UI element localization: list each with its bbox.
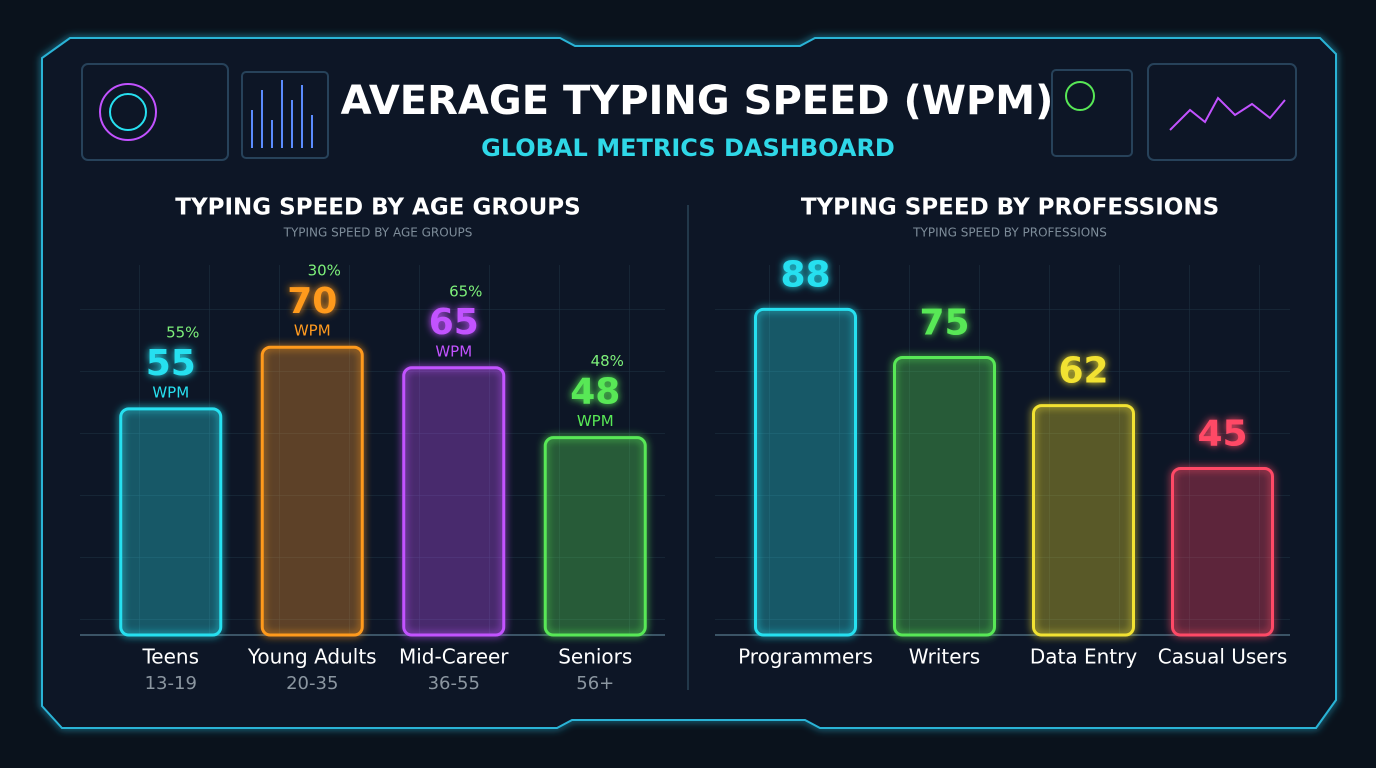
unit-label: WPM: [435, 342, 472, 360]
bar: [754, 307, 857, 637]
category-label: Writers: [909, 645, 980, 669]
value-label: 55: [146, 343, 196, 384]
bar: [260, 345, 364, 637]
category-label: Young Adults: [247, 645, 377, 669]
category-detail: 13-19: [145, 673, 197, 694]
category-detail: 36-55: [428, 673, 480, 694]
bar: [402, 366, 506, 637]
bar: [1171, 467, 1274, 637]
value-label: 70: [287, 281, 337, 322]
chart-title: TYPING SPEED BY PROFESSIONS: [801, 195, 1219, 221]
bar: [893, 356, 996, 637]
page-title: AVERAGE TYPING SPEED (WPM): [341, 78, 1054, 124]
bar: [119, 407, 223, 637]
page-subtitle: GLOBAL METRICS DASHBOARD: [481, 134, 895, 162]
chart-subtitle: TYPING SPEED BY AGE GROUPS: [283, 226, 473, 240]
bar: [543, 436, 647, 637]
category-label: Casual Users: [1158, 645, 1288, 669]
category-detail: 20-35: [286, 673, 338, 694]
chart-subtitle: TYPING SPEED BY PROFESSIONS: [912, 226, 1107, 240]
category-label: Mid-Career: [399, 645, 509, 669]
category-label: Data Entry: [1030, 645, 1137, 669]
category-label: Programmers: [738, 645, 873, 669]
growth-annotation: 30%: [308, 262, 341, 280]
value-label: 75: [919, 303, 969, 344]
value-label: 48: [570, 372, 620, 413]
bar: [1032, 404, 1135, 637]
value-label: 45: [1197, 414, 1247, 455]
value-label: 62: [1058, 351, 1108, 392]
growth-annotation: 65%: [449, 282, 482, 300]
unit-label: WPM: [152, 383, 189, 401]
value-label: 65: [429, 302, 479, 343]
category-label: Seniors: [558, 645, 632, 669]
growth-annotation: 55%: [166, 323, 199, 341]
deco-widgets: [81, 63, 1297, 161]
category-detail: 56+: [576, 673, 614, 694]
value-label: 88: [780, 254, 830, 295]
chart-title: TYPING SPEED BY AGE GROUPS: [175, 195, 580, 221]
unit-label: WPM: [294, 322, 331, 340]
unit-label: WPM: [577, 412, 614, 430]
category-label: Teens: [141, 645, 199, 669]
growth-annotation: 48%: [591, 352, 624, 370]
